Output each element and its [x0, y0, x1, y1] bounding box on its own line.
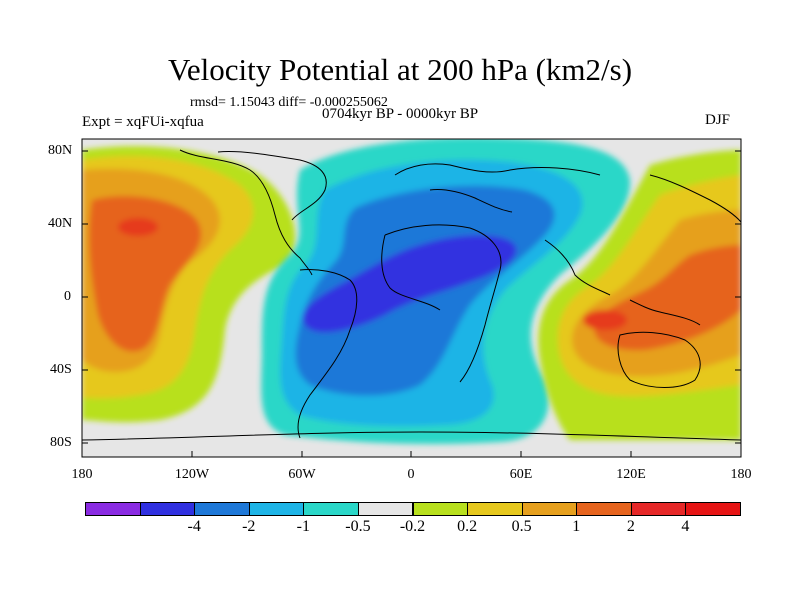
colorbar-swatch — [248, 502, 305, 516]
lat-label-40n: 40N — [48, 216, 73, 231]
lon-label-180e: 180 — [730, 467, 752, 482]
lon-label-180w: 180 — [71, 467, 93, 482]
lat-label-80s: 80S — [50, 435, 72, 450]
coastlines — [82, 149, 741, 441]
colorbar-label: 1 — [572, 518, 581, 535]
lon-label-60e: 60E — [509, 467, 533, 482]
lat-label-eq: 0 — [64, 289, 71, 304]
experiment-label: Expt = xqFUi-xqfua — [82, 114, 204, 130]
colorbar-swatch — [521, 502, 578, 516]
lon-label-0: 0 — [407, 467, 415, 482]
lon-label-120e: 120E — [616, 467, 646, 482]
colorbar-swatch — [139, 502, 196, 516]
axis-ticks — [81, 150, 742, 457]
colorbar-label: -4 — [187, 518, 201, 535]
colorbar-swatch — [357, 502, 414, 516]
negative-anomaly-atlantic — [261, 139, 631, 445]
lon-label-120w: 120W — [174, 467, 210, 482]
colorbar-label: -0.5 — [345, 518, 371, 535]
colorbar-label: 0.2 — [457, 518, 478, 535]
positive-anomaly-indo-pacific — [538, 150, 741, 440]
period-subtitle: 0704kyr BP - 0000kyr BP — [322, 106, 479, 122]
lon-label-60w: 60W — [288, 467, 316, 482]
colorbar-swatch — [685, 502, 741, 516]
colorbar-swatch — [85, 502, 141, 516]
colorbar-swatch — [467, 502, 523, 516]
colorbar-label: 0.5 — [511, 518, 532, 535]
colorbar-swatch — [576, 502, 632, 516]
lat-label-80n: 80N — [48, 143, 73, 158]
colorbar-swatch — [194, 502, 250, 516]
colorbar-label: -0.2 — [399, 518, 426, 535]
colorbar-swatch — [412, 502, 469, 516]
lat-label-40s: 40S — [50, 362, 72, 377]
rmsd-text: rmsd= 1.15043 diff= -0.000255062 — [190, 95, 388, 110]
season-label: DJF — [705, 112, 731, 128]
colorbar-label: 4 — [681, 518, 690, 535]
plot-title: Velocity Potential at 200 hPa (km2/s) — [167, 52, 633, 87]
colorbar-label: 2 — [626, 518, 635, 535]
colorbar-label: -1 — [296, 518, 310, 535]
colorbar-label: -2 — [242, 518, 256, 535]
colorbar-swatch — [303, 502, 359, 516]
positive-anomaly-west-pacific — [82, 146, 296, 423]
colorbar-swatch — [630, 502, 687, 516]
